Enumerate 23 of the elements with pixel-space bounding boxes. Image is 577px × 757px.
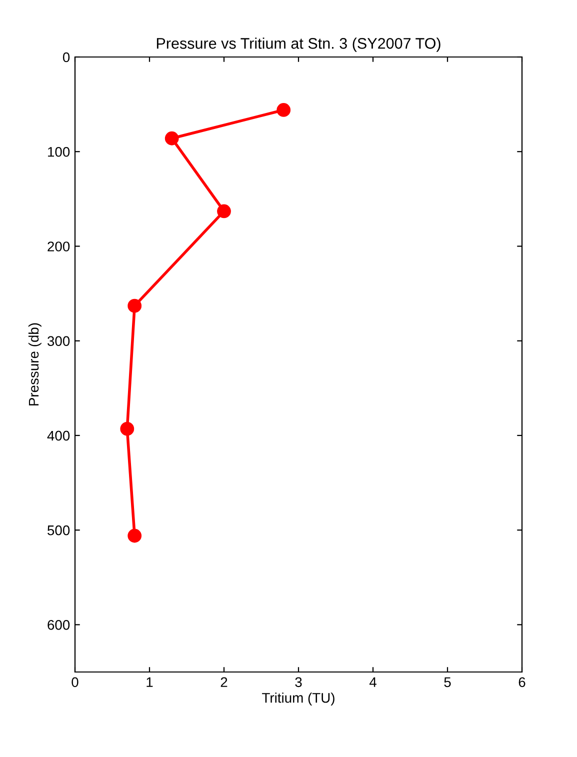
x-tick-label: 0 (72, 677, 78, 688)
x-tick-label: 1 (146, 677, 153, 687)
point (276, 103, 291, 117)
x-axis-title: Tritium (TU) (262, 692, 334, 706)
x-tick-label: 2 (220, 677, 228, 687)
point (120, 422, 134, 436)
y-tick-label: 500 (48, 525, 70, 536)
x-tick-label: 4 (369, 677, 376, 687)
y-tick-label: 300 (48, 336, 70, 346)
point (217, 204, 231, 218)
y-tick-label: 400 (47, 430, 70, 441)
point (128, 528, 142, 543)
x-tick-label: 5 (444, 677, 451, 688)
y-axis-title: Pressure (db) (28, 323, 42, 406)
y-tick-label: 0 (62, 52, 70, 62)
x-tick-label: 6 (518, 677, 526, 688)
x-tick-label: 3 (295, 677, 302, 688)
y-tick-label: 600 (48, 620, 70, 630)
y-tick-label: 200 (48, 242, 70, 252)
y-tick-label: 100 (48, 146, 70, 157)
point (128, 298, 142, 313)
chart-title: Pressure vs Tritium at Stn. 3 (SY2007 TO) (156, 38, 440, 52)
point (164, 131, 179, 146)
